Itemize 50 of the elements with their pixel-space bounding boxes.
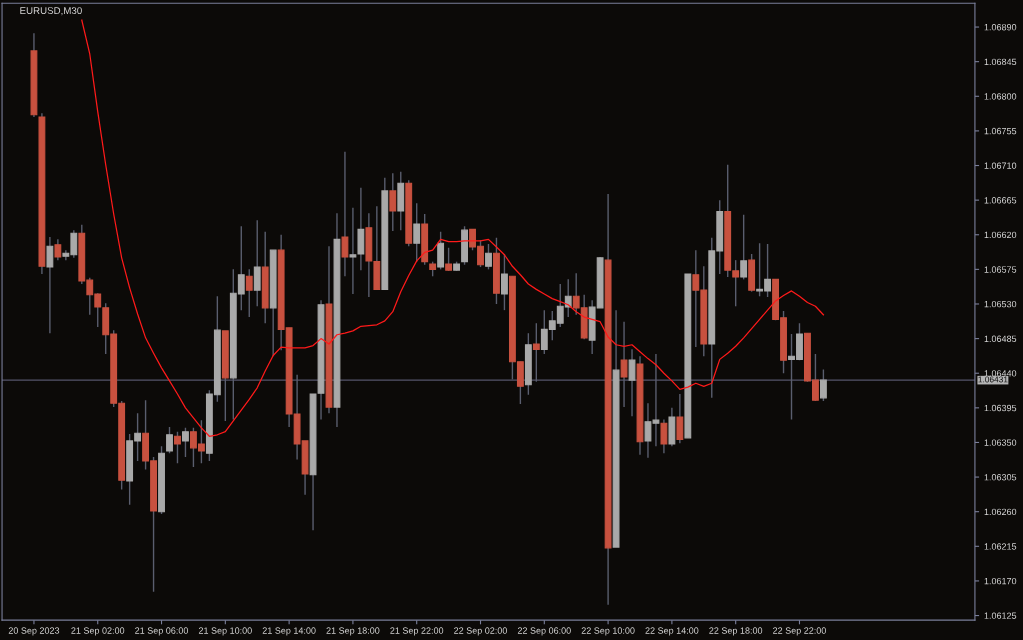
- y-tick-label: 1.06260: [984, 508, 1017, 516]
- x-tick-label: 22 Sep 06:00: [517, 627, 571, 636]
- y-tick-label: 1.06530: [984, 300, 1017, 308]
- y-tick-label: 1.06710: [984, 162, 1017, 169]
- x-tick-label: 21 Sep 18:00: [326, 627, 380, 636]
- candlestick: [182, 427, 189, 458]
- candlestick: [253, 219, 261, 307]
- chart-title: EURUSD,M30: [20, 7, 82, 16]
- y-tick-label: 1.06845: [984, 58, 1017, 66]
- y-tick-label: 1.06125: [984, 612, 1017, 619]
- line-series: [81, 19, 825, 437]
- y-tick-label: 1.06215: [984, 543, 1017, 550]
- x-tick-label: 22 Sep 02:00: [454, 627, 508, 636]
- candlestick: [341, 150, 349, 277]
- y-tick-label: 1.06170: [984, 577, 1017, 585]
- candlestick: [437, 230, 445, 271]
- candlestick: [54, 238, 62, 261]
- x-tick-label: 22 Sep 10:00: [581, 627, 635, 636]
- y-tick-label: 1.06305: [984, 474, 1017, 481]
- candlestick: [501, 253, 508, 311]
- candlestick: [740, 214, 748, 281]
- x-tick-label: 21 Sep 14:00: [262, 627, 316, 636]
- candlestick: [46, 236, 54, 334]
- y-tick-label: 1.06395: [984, 404, 1017, 412]
- x-tick-label: 22 Sep 14:00: [645, 627, 699, 636]
- candlestick: [445, 247, 453, 272]
- y-tick-label: 1.06620: [984, 231, 1017, 239]
- candlestick: [485, 243, 492, 271]
- y-tick-label: 1.06800: [984, 93, 1017, 100]
- x-tick-label: 21 Sep 10:00: [198, 627, 252, 636]
- candlestick: [166, 426, 173, 454]
- y-tick-label: 1.06485: [984, 335, 1017, 342]
- x-tick-label: 20 Sep 2023: [8, 627, 60, 636]
- candlestick: [174, 430, 181, 464]
- candlestick: [660, 418, 668, 454]
- candlestick: [389, 172, 397, 232]
- x-tick-label: 22 Sep 18:00: [709, 627, 763, 636]
- ref-line-label: 1.06431: [978, 376, 1008, 383]
- candlestick: [245, 268, 253, 318]
- x-tick-label: 21 Sep 06:00: [135, 627, 189, 636]
- y-tick-label: 1.06755: [984, 127, 1017, 135]
- y-tick-label: 1.06350: [984, 439, 1017, 446]
- x-tick-label: 21 Sep 22:00: [390, 627, 444, 636]
- x-tick-label: 21 Sep 02:00: [71, 627, 125, 636]
- candlestick: [676, 393, 684, 444]
- x-tick-label: 22 Sep 22:00: [773, 627, 826, 636]
- y-tick-label: 1.06575: [984, 266, 1017, 273]
- candlestick: [413, 202, 421, 263]
- y-tick-label: 1.06890: [984, 24, 1017, 31]
- y-tick-label: 1.06665: [984, 197, 1017, 204]
